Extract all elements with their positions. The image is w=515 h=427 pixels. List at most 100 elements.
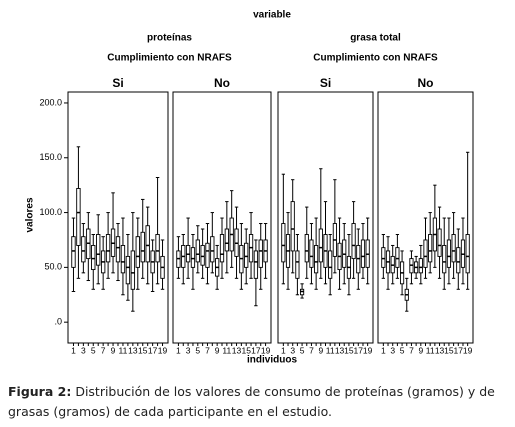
y-tick-label: .0 (54, 317, 62, 327)
box (105, 234, 111, 263)
group-title: grasa total (350, 33, 401, 44)
y-axis-label: valores (25, 197, 36, 232)
x-tick-label: 9 (215, 345, 220, 355)
box (258, 239, 263, 268)
box (451, 234, 456, 263)
box (465, 234, 470, 274)
x-tick-label: 7 (309, 345, 314, 355)
panel-frame (377, 91, 474, 344)
x-tick-label: 5 (91, 345, 96, 355)
panel-title: Si (112, 76, 123, 90)
x-tick-label: 17 (454, 345, 464, 355)
x-tick-label: 17 (251, 345, 261, 355)
x-tick-label: 1 (281, 345, 286, 355)
box (328, 250, 333, 279)
x-tick-label: 9 (418, 345, 423, 355)
panel-title: No (214, 76, 230, 90)
box (205, 242, 210, 268)
box (418, 258, 423, 274)
box (360, 239, 366, 268)
box (195, 239, 200, 263)
box (295, 250, 300, 279)
x-tick-label: 19 (363, 345, 373, 355)
box (120, 244, 126, 274)
box (91, 244, 96, 271)
x-tick-label: 1 (71, 345, 76, 355)
group-subtitle: Cumplimiento con NRAFS (313, 53, 438, 64)
x-tick-label: 5 (400, 345, 405, 355)
x-tick-label: 15 (241, 345, 251, 355)
box (351, 223, 356, 260)
x-tick-label: 7 (409, 345, 414, 355)
x-tick-label: 9 (318, 345, 323, 355)
y-tick-label: 50.0 (44, 262, 62, 272)
box (200, 244, 205, 266)
box (456, 247, 461, 274)
box (253, 250, 259, 279)
x-tick-label: 3 (81, 345, 86, 355)
box (125, 255, 131, 285)
box (437, 228, 442, 257)
box (304, 234, 309, 263)
chart: variable valores individuos proteínas Cum… (25, 10, 474, 366)
x-tick-label: 15 (344, 345, 354, 355)
box (290, 201, 295, 252)
box (135, 236, 140, 268)
x-tick-label: 13 (232, 345, 242, 355)
x-tick-label: 13 (128, 345, 138, 355)
box (219, 234, 225, 263)
panel-title: Si (320, 76, 331, 90)
x-tick-label: 13 (335, 345, 345, 355)
box (224, 228, 229, 252)
box (130, 250, 136, 290)
box (314, 244, 319, 274)
box (318, 228, 323, 263)
box (155, 234, 160, 263)
x-tick-label: 5 (300, 345, 305, 355)
x-tick-label: 1 (176, 345, 181, 355)
x-tick-label: 3 (186, 345, 191, 355)
y-tick-label: 150.0 (39, 152, 62, 162)
x-tick-label: 17 (148, 345, 158, 355)
panel-title: No (418, 76, 434, 90)
box (96, 234, 101, 266)
x-tick-label: 11 (222, 345, 231, 355)
box (423, 239, 428, 268)
box (140, 231, 145, 263)
box (446, 239, 452, 268)
box (190, 247, 196, 268)
x-tick-label: 13 (435, 345, 445, 355)
x-tick-label: 15 (138, 345, 148, 355)
caption-text: Distribución de los valores de consumo d… (8, 384, 495, 419)
caption-label: Figura 2: (8, 384, 72, 399)
x-tick-label: 3 (290, 345, 295, 355)
x-tick-label: 15 (444, 345, 454, 355)
x-tick-label: 3 (390, 345, 395, 355)
x-tick-label: 19 (463, 345, 473, 355)
box (281, 223, 286, 263)
box (428, 234, 433, 263)
box (244, 242, 249, 268)
x-tick-label: 19 (158, 345, 168, 355)
x-tick-label: 11 (426, 345, 435, 355)
x-tick-label: 19 (261, 345, 271, 355)
box (395, 247, 400, 268)
box (145, 225, 150, 263)
chart-title: variable (253, 10, 291, 21)
box (81, 236, 86, 263)
x-tick-label: 11 (326, 345, 335, 355)
x-tick-label: 1 (381, 345, 386, 355)
box (309, 239, 314, 268)
x-tick-label: 5 (195, 345, 200, 355)
panel-frame (67, 91, 169, 344)
x-axis-label: individuos (247, 355, 297, 366)
y-tick-label: 100.0 (39, 207, 62, 217)
box (210, 236, 215, 263)
box (115, 236, 121, 263)
x-tick-label: 7 (101, 345, 106, 355)
box (71, 236, 76, 268)
box (76, 188, 81, 246)
x-tick-label: 7 (205, 345, 210, 355)
y-tick-label: 200.0 (39, 97, 62, 107)
